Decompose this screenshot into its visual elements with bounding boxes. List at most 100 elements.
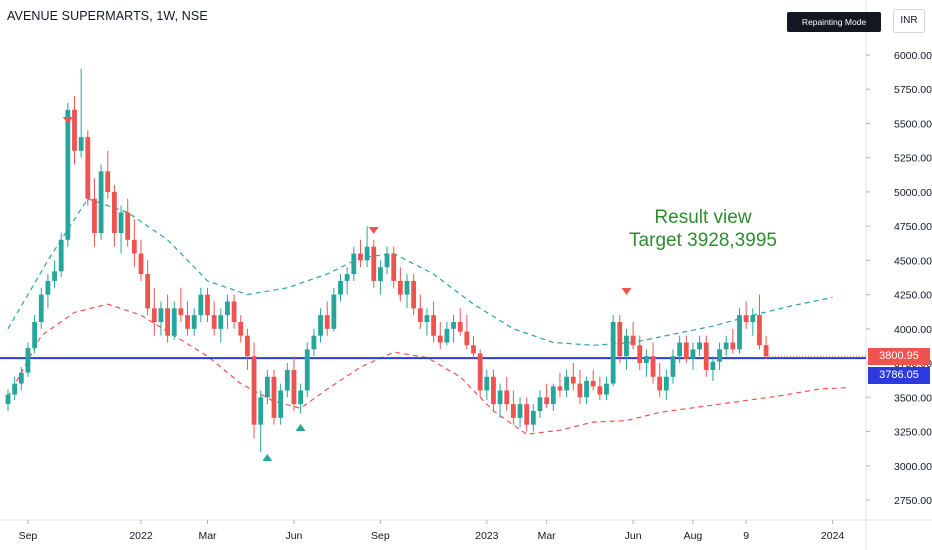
candle-body — [763, 345, 769, 357]
annotation-target: Target 3928,3995 — [629, 230, 777, 251]
candle-body — [391, 253, 397, 281]
candle-body — [677, 342, 683, 357]
candle-body — [471, 345, 476, 354]
candle-body — [657, 376, 663, 391]
lower-band-line — [7, 303, 846, 435]
candle-body — [584, 380, 589, 398]
candle-body — [697, 342, 702, 350]
candle-body — [703, 342, 709, 370]
candle-body — [537, 397, 543, 411]
candle-body — [557, 386, 563, 391]
candle-body — [617, 322, 623, 357]
y-tick-label: 5000.00 — [894, 187, 932, 199]
candle-body — [92, 198, 97, 233]
candle-body — [205, 294, 210, 316]
candle-body — [12, 383, 18, 395]
candle-body — [304, 349, 310, 391]
candle-body — [424, 315, 430, 322]
candle-body — [663, 376, 669, 391]
candle-body — [604, 383, 609, 395]
candle-body — [344, 274, 350, 281]
y-tick-label: 4000.00 — [894, 324, 932, 336]
x-tick-label: 9 — [743, 530, 749, 542]
candle-body — [550, 386, 556, 405]
candle-body — [737, 315, 742, 350]
candle-body — [524, 404, 530, 425]
candle-body — [251, 356, 257, 425]
candle-body — [145, 274, 151, 309]
x-tick-label: 2023 — [475, 530, 499, 542]
candle-body — [291, 369, 297, 405]
candle-body — [125, 212, 131, 240]
candle-body — [171, 308, 177, 336]
candle-body — [351, 253, 357, 275]
last-price-tag: 3800.95 — [868, 347, 930, 365]
x-tick-label: Sep — [19, 530, 38, 542]
sell-signal-marker — [621, 288, 632, 295]
candle-body — [178, 308, 184, 316]
candle-body — [5, 394, 11, 405]
candle-body — [530, 411, 536, 425]
candle-body — [650, 356, 656, 377]
buy-signal-marker — [295, 424, 306, 431]
x-tick-label: Sep — [371, 530, 390, 542]
x-tick-label: Jun — [285, 530, 302, 542]
candle-body — [544, 397, 550, 405]
candle-body — [258, 397, 264, 425]
candle-body — [504, 390, 510, 405]
candle-body — [517, 404, 523, 418]
candle-body — [78, 137, 84, 151]
candle-body — [18, 372, 24, 384]
candle-body — [411, 280, 417, 309]
x-tick-label: Jun — [625, 530, 642, 542]
candle-body — [624, 335, 629, 357]
candle-body — [72, 109, 77, 151]
currency-selector[interactable]: INR — [893, 9, 925, 33]
candle-body — [165, 308, 170, 336]
candle-body — [218, 315, 224, 329]
candle-body — [331, 294, 337, 329]
candle-body — [378, 267, 383, 281]
candle-body — [690, 349, 696, 359]
candle-body — [597, 386, 603, 395]
candle-body — [238, 322, 244, 336]
candle-body — [491, 376, 496, 405]
candle-body — [131, 239, 137, 254]
candle-body — [298, 390, 303, 405]
candle-body — [138, 253, 144, 275]
candle-body — [484, 376, 490, 391]
candle-body — [384, 253, 390, 268]
candle-body — [225, 301, 230, 316]
symbol-title[interactable]: AVENUE SUPERMARTS, 1W, NSE — [7, 9, 208, 23]
y-tick-label: 5750.00 — [894, 84, 932, 96]
candle-body — [185, 315, 190, 329]
y-tick-label: 3000.00 — [894, 461, 932, 473]
repainting-badge: Repainting Mode Enabled — [787, 12, 881, 47]
candle-body — [338, 280, 343, 295]
candle-body — [577, 383, 583, 398]
y-tick-label: 5250.00 — [894, 153, 932, 165]
candle-body — [65, 109, 71, 240]
annotation-result-view: Result view — [654, 207, 752, 228]
x-tick-label: Mar — [198, 530, 217, 542]
candle-body — [231, 301, 237, 322]
candle-body — [85, 137, 91, 199]
candle-body — [511, 404, 516, 418]
candle-body — [105, 171, 111, 192]
candle-body — [271, 376, 277, 418]
candle-body — [723, 342, 729, 350]
candle-body — [318, 315, 323, 336]
candle-body — [45, 280, 51, 295]
candle-body — [590, 380, 596, 387]
candle-body — [644, 356, 649, 364]
upper-band-line — [7, 198, 833, 346]
x-tick-label: Mar — [538, 530, 557, 542]
y-tick-label: 3500.00 — [894, 392, 932, 404]
candle-body — [364, 246, 370, 261]
candle-body — [112, 191, 117, 233]
candle-body — [52, 271, 57, 281]
candle-body — [451, 322, 456, 329]
y-tick-label: 4250.00 — [894, 290, 932, 302]
candle-body — [743, 315, 749, 322]
